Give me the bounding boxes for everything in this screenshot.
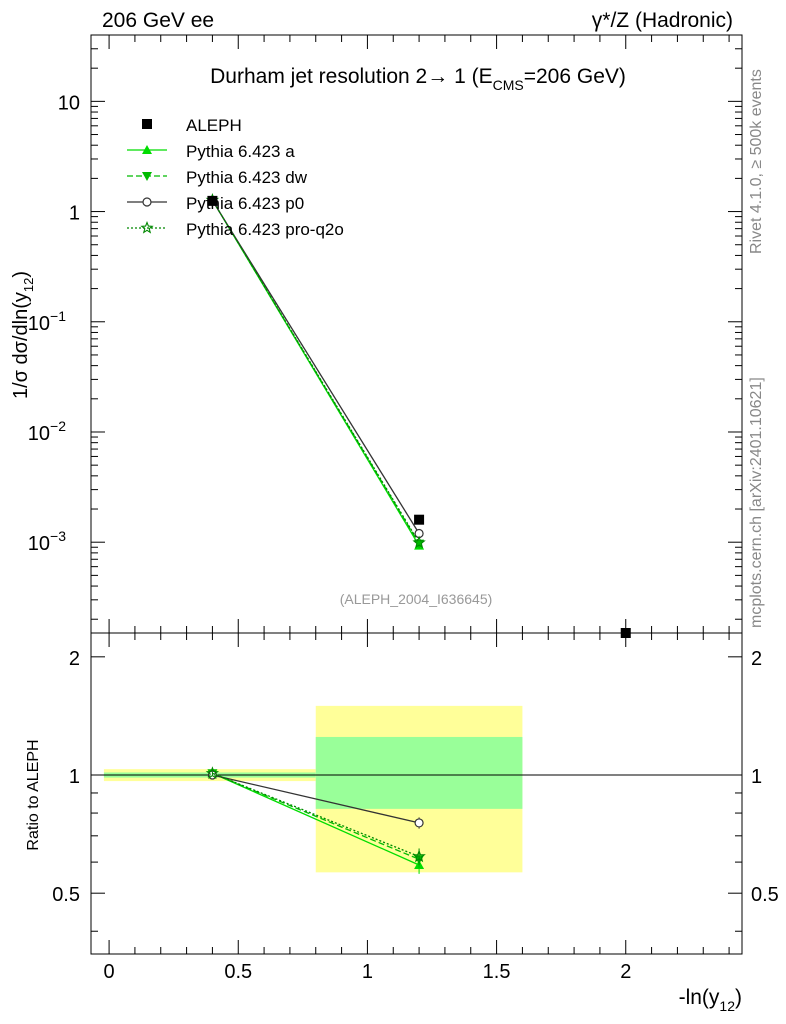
legend-label: Pythia 6.423 a bbox=[186, 142, 295, 161]
legend-label: Pythia 6.423 dw bbox=[186, 168, 308, 187]
header-process-label: γ*/Z (Hadronic) bbox=[592, 9, 733, 32]
legend-label: ALEPH bbox=[186, 116, 242, 135]
analysis-id-label: (ALEPH_2004_I636645) bbox=[340, 591, 493, 607]
series-line bbox=[211, 200, 420, 534]
x-tick-label: 1.5 bbox=[483, 961, 511, 983]
ratio-panel: 0.5 0.5 1 1 2 2 0 0.5 1 1.5 2 Ratio to ALEPH -ln(… bbox=[25, 632, 779, 1014]
ratio-tick-label: 2 bbox=[69, 648, 80, 670]
x-tick-label: 1 bbox=[362, 961, 373, 983]
x-tick-label: 0 bbox=[104, 961, 115, 983]
ratio-tick-label: 0.5 bbox=[52, 884, 80, 906]
ratio-line bbox=[212, 774, 420, 824]
legend-marker bbox=[142, 119, 152, 129]
y-tick-label: 10 bbox=[58, 92, 80, 114]
ratio-y-axis-label: Ratio to ALEPH bbox=[25, 739, 42, 850]
series-marker bbox=[414, 539, 425, 549]
main-panel: 10−3 10−2 10−1 1 10 Durham jet resolution 2→… bbox=[10, 34, 743, 638]
legend-marker bbox=[142, 197, 152, 207]
x-tick-label: 0.5 bbox=[224, 961, 252, 983]
ratio-uncertainty-bands bbox=[103, 705, 523, 873]
ratio-tick-label: 2 bbox=[751, 648, 762, 670]
y-axis-label: 1/σ dσ/dln(y12) bbox=[10, 271, 36, 399]
rivet-version-label: Rivet 4.1.0, ≥ 500k events bbox=[748, 69, 765, 254]
y-tick-label: 10−3 bbox=[28, 528, 66, 555]
legend-marker bbox=[142, 172, 152, 181]
legend-label: Pythia 6.423 pro-q2o bbox=[186, 220, 344, 239]
series-marker bbox=[412, 535, 426, 549]
x-axis-ticks: 0 0.5 1 1.5 2 bbox=[104, 633, 730, 983]
legend: ALEPH Pythia 6.423 a Pythia 6.423 dw Pythia… bbox=[127, 116, 344, 239]
header-energy-label: 206 GeV ee bbox=[102, 9, 214, 32]
ratio-band-inner bbox=[315, 736, 523, 809]
data-points-layer bbox=[207, 195, 631, 638]
series-line bbox=[211, 199, 420, 544]
x-axis-ticks-main bbox=[108, 35, 730, 633]
ratio-line bbox=[212, 772, 420, 866]
ratio-series-layer bbox=[205, 766, 426, 874]
legend-marker bbox=[140, 220, 154, 234]
y-tick-label: 10−1 bbox=[28, 308, 66, 335]
ratio-tick-label: 0.5 bbox=[751, 884, 779, 906]
data-point bbox=[414, 514, 425, 525]
ratio-marker bbox=[414, 818, 424, 828]
ratio-tick-label: 1 bbox=[69, 766, 80, 788]
main-series-layer bbox=[205, 192, 426, 550]
legend-label: Pythia 6.423 p0 bbox=[186, 194, 304, 213]
x-tick-label: 2 bbox=[620, 961, 631, 983]
ratio-tick-label: 1 bbox=[751, 766, 762, 788]
y-tick-label: 10−2 bbox=[28, 418, 66, 445]
y-axis-ticks: 10−3 10−2 10−1 1 10 bbox=[28, 34, 742, 620]
ratio-y-axis-ticks: 0.5 0.5 1 1 2 2 bbox=[52, 648, 779, 932]
legend-marker bbox=[142, 145, 152, 154]
ratio-line bbox=[212, 772, 420, 858]
chart-title: Durham jet resolution 2→ 1 (ECMS=206 GeV… bbox=[210, 65, 626, 93]
ratio-marker bbox=[412, 849, 426, 863]
y-tick-label: 1 bbox=[69, 203, 80, 225]
x-axis-label: -ln(y12) bbox=[679, 986, 742, 1014]
mcplots-label: mcplots.cern.ch [arXiv:2401.10621] bbox=[748, 377, 765, 628]
ratio-marker bbox=[205, 766, 220, 780]
data-point bbox=[207, 195, 218, 206]
ratio-panel-frame bbox=[90, 632, 743, 955]
